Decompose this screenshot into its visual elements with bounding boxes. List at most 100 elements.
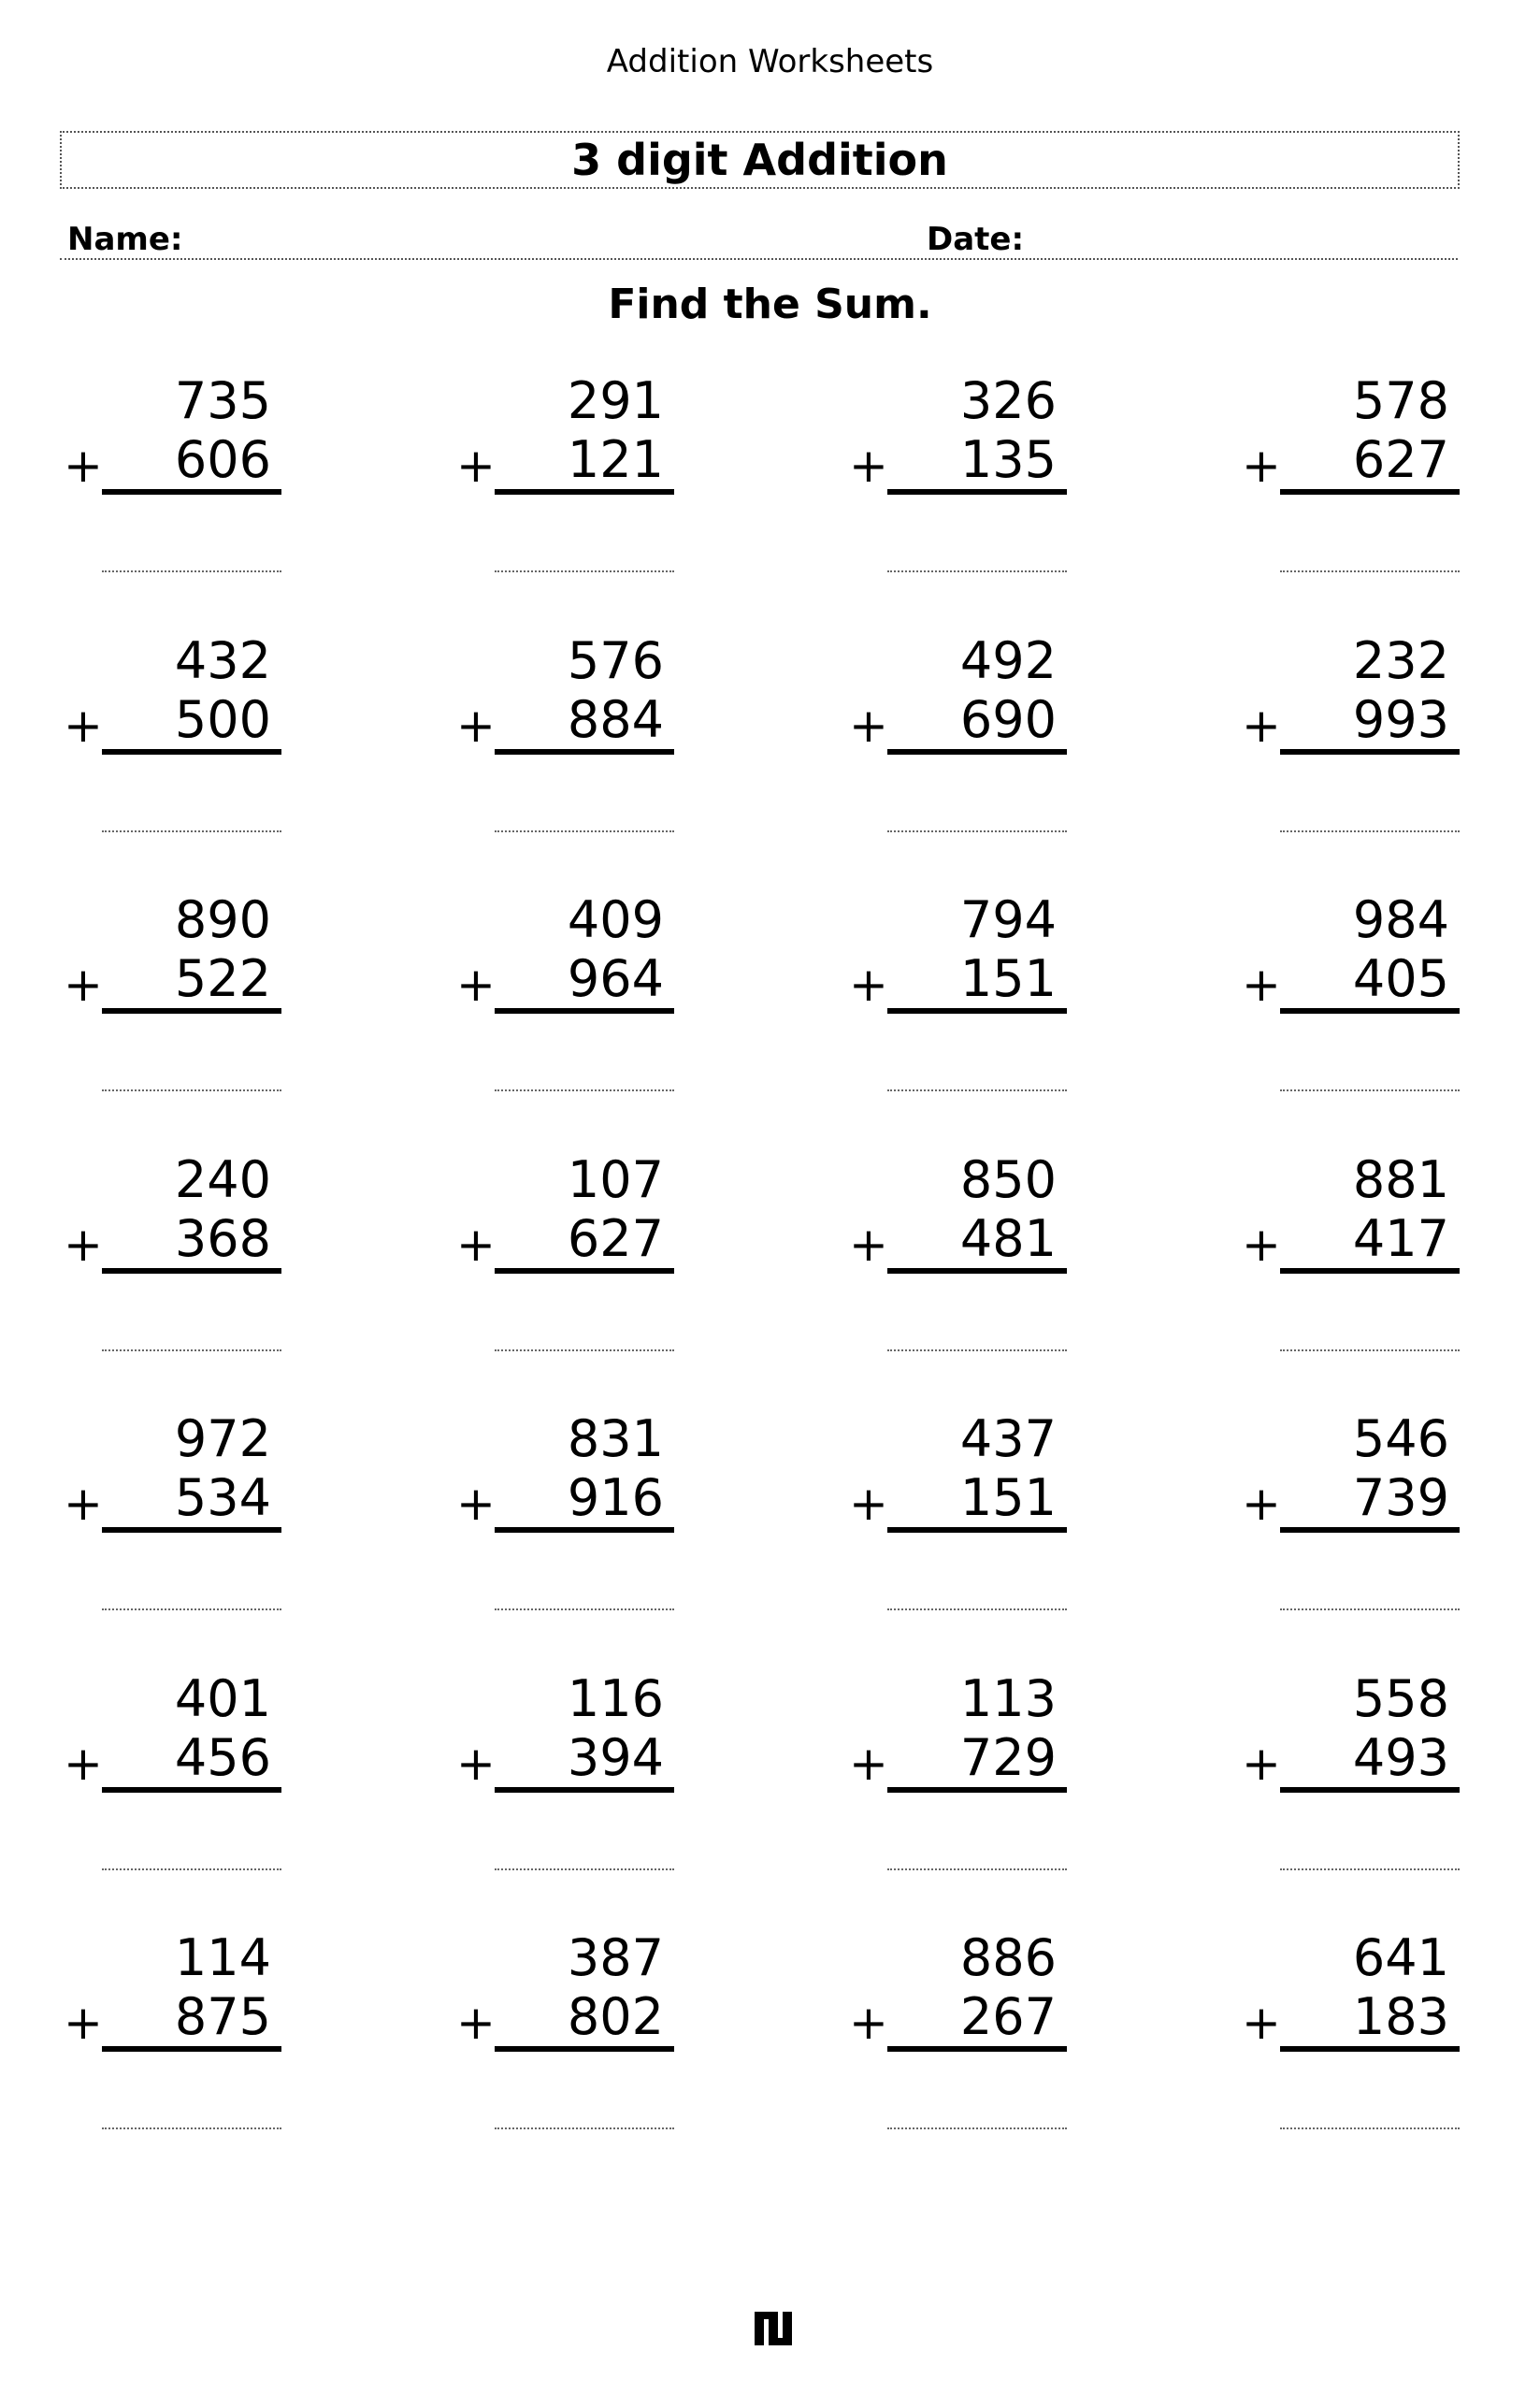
answer-line[interactable]	[887, 1089, 1067, 1091]
bottom-addend: 267	[959, 1987, 1057, 2046]
sum-bar	[1280, 1786, 1460, 1793]
addition-problem: 232 +993	[1238, 615, 1540, 874]
sum-bar	[102, 748, 281, 755]
worksheet-title: 3 digit Addition	[571, 135, 948, 185]
top-addend: 794	[959, 890, 1057, 949]
answer-line[interactable]	[102, 829, 281, 832]
answer-line[interactable]	[102, 1089, 281, 1091]
addition-problem: 240 +368	[60, 1134, 453, 1393]
answer-line[interactable]	[887, 1608, 1067, 1610]
plus-sign: +	[1242, 1477, 1281, 1531]
top-addend: 387	[567, 1928, 664, 1987]
addition-problem: 546 +739	[1238, 1393, 1540, 1652]
name-label: Name:	[67, 221, 183, 258]
sum-bar	[887, 1527, 1067, 1533]
answer-line[interactable]	[102, 2127, 281, 2129]
bottom-addend: 627	[1352, 430, 1449, 489]
bottom-addend: 739	[1352, 1468, 1449, 1527]
answer-line[interactable]	[495, 829, 674, 832]
addition-problem: 984 +405	[1238, 874, 1540, 1133]
answer-line[interactable]	[1280, 1868, 1460, 1870]
answer-line[interactable]	[495, 1868, 674, 1870]
answer-line[interactable]	[102, 1348, 281, 1351]
bottom-addend: 606	[174, 430, 271, 489]
answer-line[interactable]	[495, 570, 674, 572]
addition-problem: 326 +135	[845, 355, 1238, 614]
sum-bar	[887, 2046, 1067, 2052]
plus-sign: +	[456, 1996, 496, 2050]
bottom-addend: 394	[567, 1727, 664, 1787]
addition-problem: 116 +394	[453, 1653, 845, 1912]
top-addend: 578	[1352, 371, 1449, 430]
sum-bar	[495, 1267, 674, 1274]
plus-sign: +	[64, 1217, 103, 1272]
answer-line[interactable]	[1280, 829, 1460, 832]
answer-line[interactable]	[495, 1089, 674, 1091]
worksheet-title-box: 3 digit Addition	[60, 131, 1460, 189]
answer-line[interactable]	[495, 2127, 674, 2129]
bottom-addend: 916	[567, 1468, 664, 1527]
answer-line[interactable]	[102, 570, 281, 572]
answer-line[interactable]	[1280, 1608, 1460, 1610]
plus-sign: +	[456, 1217, 496, 1272]
bottom-addend: 151	[959, 1468, 1057, 1527]
addition-problem: 972 +534	[60, 1393, 453, 1652]
sum-bar	[1280, 1008, 1460, 1014]
answer-line[interactable]	[102, 1608, 281, 1610]
answer-line[interactable]	[495, 1608, 674, 1610]
sum-bar	[102, 1267, 281, 1274]
bottom-addend: 993	[1352, 689, 1449, 749]
answer-line[interactable]	[495, 1348, 674, 1351]
answer-line[interactable]	[1280, 570, 1460, 572]
bottom-addend: 522	[174, 949, 271, 1008]
answer-line[interactable]	[887, 570, 1067, 572]
top-addend: 492	[959, 630, 1057, 690]
bottom-addend: 729	[959, 1727, 1057, 1787]
bottom-addend: 121	[567, 430, 664, 489]
answer-line[interactable]	[887, 1348, 1067, 1351]
instruction: Find the Sum.	[608, 281, 932, 328]
answer-line[interactable]	[102, 1868, 281, 1870]
answer-line[interactable]	[887, 2127, 1067, 2129]
top-addend: 831	[567, 1409, 664, 1468]
addition-problem: 114 +875	[60, 1912, 453, 2171]
site-logo-icon	[755, 2312, 792, 2345]
top-addend: 107	[567, 1149, 664, 1209]
answer-line[interactable]	[1280, 1348, 1460, 1351]
top-addend: 881	[1352, 1149, 1449, 1209]
addition-problem: 578 +627	[1238, 355, 1540, 614]
answer-line[interactable]	[1280, 2127, 1460, 2129]
addition-problem: 432 +500	[60, 615, 453, 874]
bottom-addend: 151	[959, 949, 1057, 1008]
addition-problem: 576 +884	[453, 615, 845, 874]
answer-line[interactable]	[1280, 1089, 1460, 1091]
sum-bar	[495, 489, 674, 495]
top-addend: 984	[1352, 890, 1449, 949]
addition-problem: 886 +267	[845, 1912, 1238, 2171]
bottom-addend: 534	[174, 1468, 271, 1527]
top-addend: 232	[1352, 630, 1449, 690]
sum-bar	[495, 1786, 674, 1793]
sum-bar	[1280, 489, 1460, 495]
sum-bar	[102, 1786, 281, 1793]
bottom-addend: 493	[1352, 1727, 1449, 1787]
date-label: Date:	[927, 221, 1025, 258]
answer-line[interactable]	[887, 1868, 1067, 1870]
plus-sign: +	[1242, 1996, 1281, 2050]
top-addend: 326	[959, 371, 1057, 430]
sum-bar	[495, 1527, 674, 1533]
bottom-addend: 135	[959, 430, 1057, 489]
top-addend: 576	[567, 630, 664, 690]
plus-sign: +	[456, 1477, 496, 1531]
top-addend: 409	[567, 890, 664, 949]
plus-sign: +	[64, 1477, 103, 1531]
sum-bar	[887, 489, 1067, 495]
addition-problem: 387 +802	[453, 1912, 845, 2171]
bottom-addend: 405	[1352, 949, 1449, 1008]
sum-bar	[887, 1008, 1067, 1014]
addition-problem: 881 +417	[1238, 1134, 1540, 1393]
plus-sign: +	[456, 439, 496, 493]
addition-problem: 794 +151	[845, 874, 1238, 1133]
bottom-addend: 500	[174, 689, 271, 749]
answer-line[interactable]	[887, 829, 1067, 832]
